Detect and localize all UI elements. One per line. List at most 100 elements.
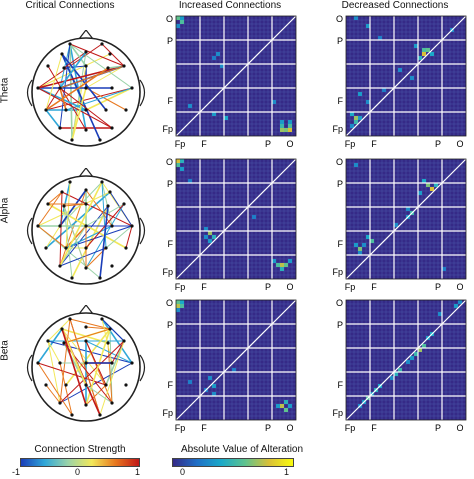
electrode-dot [58,224,62,228]
heatmap-cell [208,376,212,380]
electrode-dot [68,42,72,46]
x-tick-label: F [201,423,207,433]
connection-line [69,43,73,141]
electrode-dot [84,108,88,112]
diagonal-line [175,158,297,280]
connection-line [65,181,71,249]
connection-line [59,189,87,227]
heatmap-cell [276,404,280,408]
electrode-dot [84,202,88,206]
diagonal-line [175,299,297,421]
connection-line [69,318,101,416]
connection-line [101,181,113,227]
electrode-dot [84,383,88,387]
heatmap-cell [180,159,184,163]
heatmap-cell [188,179,192,183]
x-tick-label: P [435,423,441,433]
heatmap-cell [358,92,362,96]
y-tick-label: O [336,298,343,308]
electrode-dot [130,86,134,90]
electrode-dot [44,108,48,112]
heatmap-cell [208,239,212,243]
heatmap-cell [288,259,292,263]
electrode-dot [98,276,102,280]
colorbar-alteration-tick-min: 0 [180,467,186,477]
electrode-dot [70,276,74,280]
connection-line [71,205,109,279]
connection-line [69,43,87,131]
heatmap-cell [284,128,288,132]
heatmap-cell [280,267,284,271]
connection-line [59,51,87,89]
heatmap-cell [358,251,362,255]
right-ear-shape [139,79,146,107]
connection-line [85,384,113,404]
heatmap-cell [430,52,434,56]
colorbar-alteration-tick-max: 1 [284,467,290,477]
connection-line [59,318,71,404]
electrode-dot [130,224,134,228]
connection-line [99,205,109,279]
electrode-dot [124,246,128,250]
colorbar-connection-title: Connection Strength [34,444,126,455]
electrode-dot [64,383,68,387]
electrode-dot [130,361,134,365]
connection-line [63,203,87,207]
heatmap-frame [175,15,297,137]
connection-line [61,328,107,386]
heatmap-cell [188,104,192,108]
heatmap-cell [276,263,280,267]
electrode-dot [58,126,62,130]
electrode-dot [106,204,110,208]
y-tick-label: P [337,36,343,46]
connection-line [65,225,133,249]
heatmap-cell [442,267,446,271]
electrode-dot [84,224,88,228]
connection-line [47,65,87,131]
electrode-dot [100,42,104,46]
electrode-dot [46,64,50,68]
electrode-dot [108,52,112,56]
y-tick-label: F [338,380,344,390]
connection-line [85,384,107,406]
y-tick-label: Fp [162,408,173,418]
head-plot-beta [26,305,146,422]
y-tick-label: P [167,179,173,189]
heatmap-cell [438,312,442,316]
x-tick-label: F [371,282,377,292]
heatmap-cell [358,116,362,120]
connection-line [37,225,67,249]
heatmap-cell [354,120,358,124]
electrode-dot [124,108,128,112]
electrode-dot [84,128,88,132]
head-plot-alpha [26,168,146,285]
nose-shape [78,168,94,178]
heatmap-cell [204,235,208,239]
heatmap-frame [345,299,467,421]
heatmap-cell [366,100,370,104]
connection-line [71,87,87,141]
nose-shape [78,305,94,315]
electrode-dot [122,202,126,206]
connection-line [45,53,63,111]
heatmap-cell [434,183,438,187]
heatmap-cell [406,360,410,364]
connection-line [37,191,111,227]
connection-line [45,87,133,111]
heatmap-cell [422,344,426,348]
electrode-dot [84,339,88,343]
x-tick-label: O [456,423,463,433]
column-title-critical: Critical Connections [25,0,115,11]
electrode-dot [84,50,88,54]
electrode-dot [98,138,102,142]
electrode-dot [68,317,72,321]
heatmap-cell [422,48,426,52]
connection-line [45,87,61,111]
electrode-dot [44,246,48,250]
colorbar-connection-tick-max: 1 [135,467,141,477]
electrode-dot [84,266,88,270]
head-plot-theta [26,30,146,147]
heatmap-cell [350,124,354,128]
